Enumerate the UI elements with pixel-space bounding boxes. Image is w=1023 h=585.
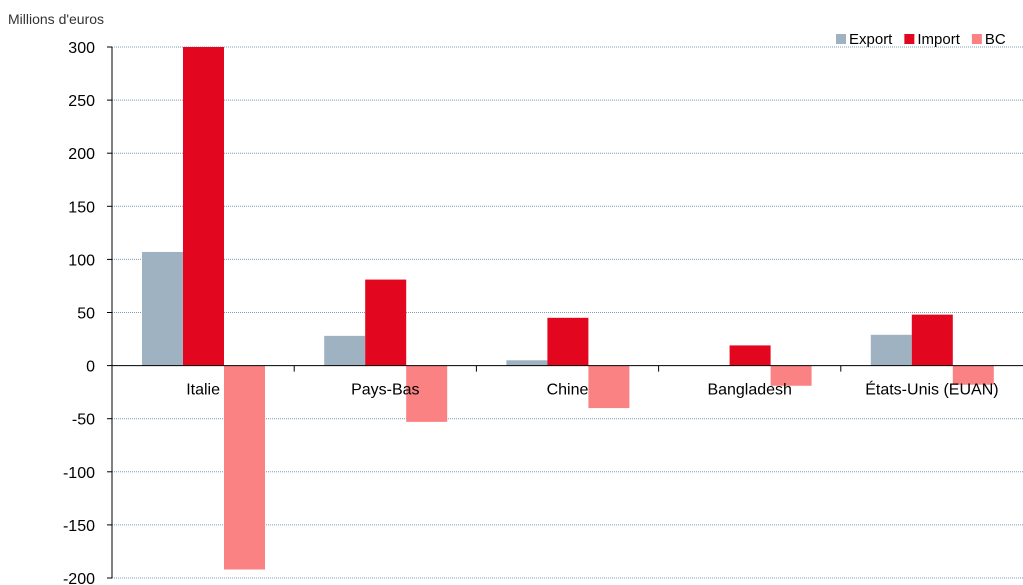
y-tick-label: -50 (72, 412, 95, 429)
bar-import-bangladesh (729, 345, 771, 366)
legend: Export Import BC (836, 31, 1006, 48)
category-label-etats-unis-euan: États-Unis (EUAN) (865, 380, 998, 399)
y-tick-label: 200 (68, 146, 95, 163)
y-tick-label: 150 (68, 199, 95, 216)
y-tick-label: 300 (68, 40, 95, 57)
y-axis-ticks: 300 250 200 150 100 50 0 -50 -100 -150 -200 (63, 40, 95, 585)
bars (142, 47, 994, 570)
bar-export-etats-unis-euan (870, 334, 912, 366)
y-tick-label: 0 (86, 359, 95, 376)
category-label-pays-bas: Pays-Bas (351, 382, 419, 399)
bar-export-chine (506, 360, 548, 366)
legend-label-export: Export (849, 31, 893, 48)
category-label-bangladesh: Bangladesh (707, 382, 792, 399)
legend-swatch-export (836, 34, 846, 44)
bar-import-chine (547, 317, 589, 366)
bar-export-pays-bas (324, 335, 366, 366)
bar-import-pays-bas (365, 279, 407, 366)
bar-bc-etats-unis-euan (952, 365, 994, 385)
bar-bc-italie (224, 365, 265, 570)
y-tick-label: 250 (68, 93, 95, 110)
bar-bc-chine (588, 365, 630, 409)
y-tick-label: 100 (68, 252, 95, 269)
y-tick-label: 50 (77, 306, 95, 323)
legend-swatch-bc (971, 34, 982, 44)
bar-export-italie (142, 251, 183, 366)
y-tick-label: -100 (63, 465, 95, 482)
category-label-italie: Italie (186, 382, 220, 399)
bar-bc-pays-bas (406, 365, 448, 422)
bar-import-italie (183, 47, 224, 366)
bar-bc-bangladesh (770, 365, 812, 386)
legend-label-bc: BC (985, 31, 1006, 48)
bar-import-etats-unis-euan (911, 314, 953, 366)
legend-label-import: Import (917, 31, 960, 48)
category-label-chine: Chine (547, 382, 589, 399)
y-axis-unit-label: Millions d'euros (8, 11, 104, 27)
y-tick-label: -200 (63, 571, 95, 585)
axes (107, 46, 1023, 579)
y-tick-label: -150 (63, 518, 95, 535)
category-labels: Italie Pays-Bas Chine Bangladesh États-Unis … (186, 380, 998, 399)
legend-swatch-import (904, 34, 915, 44)
